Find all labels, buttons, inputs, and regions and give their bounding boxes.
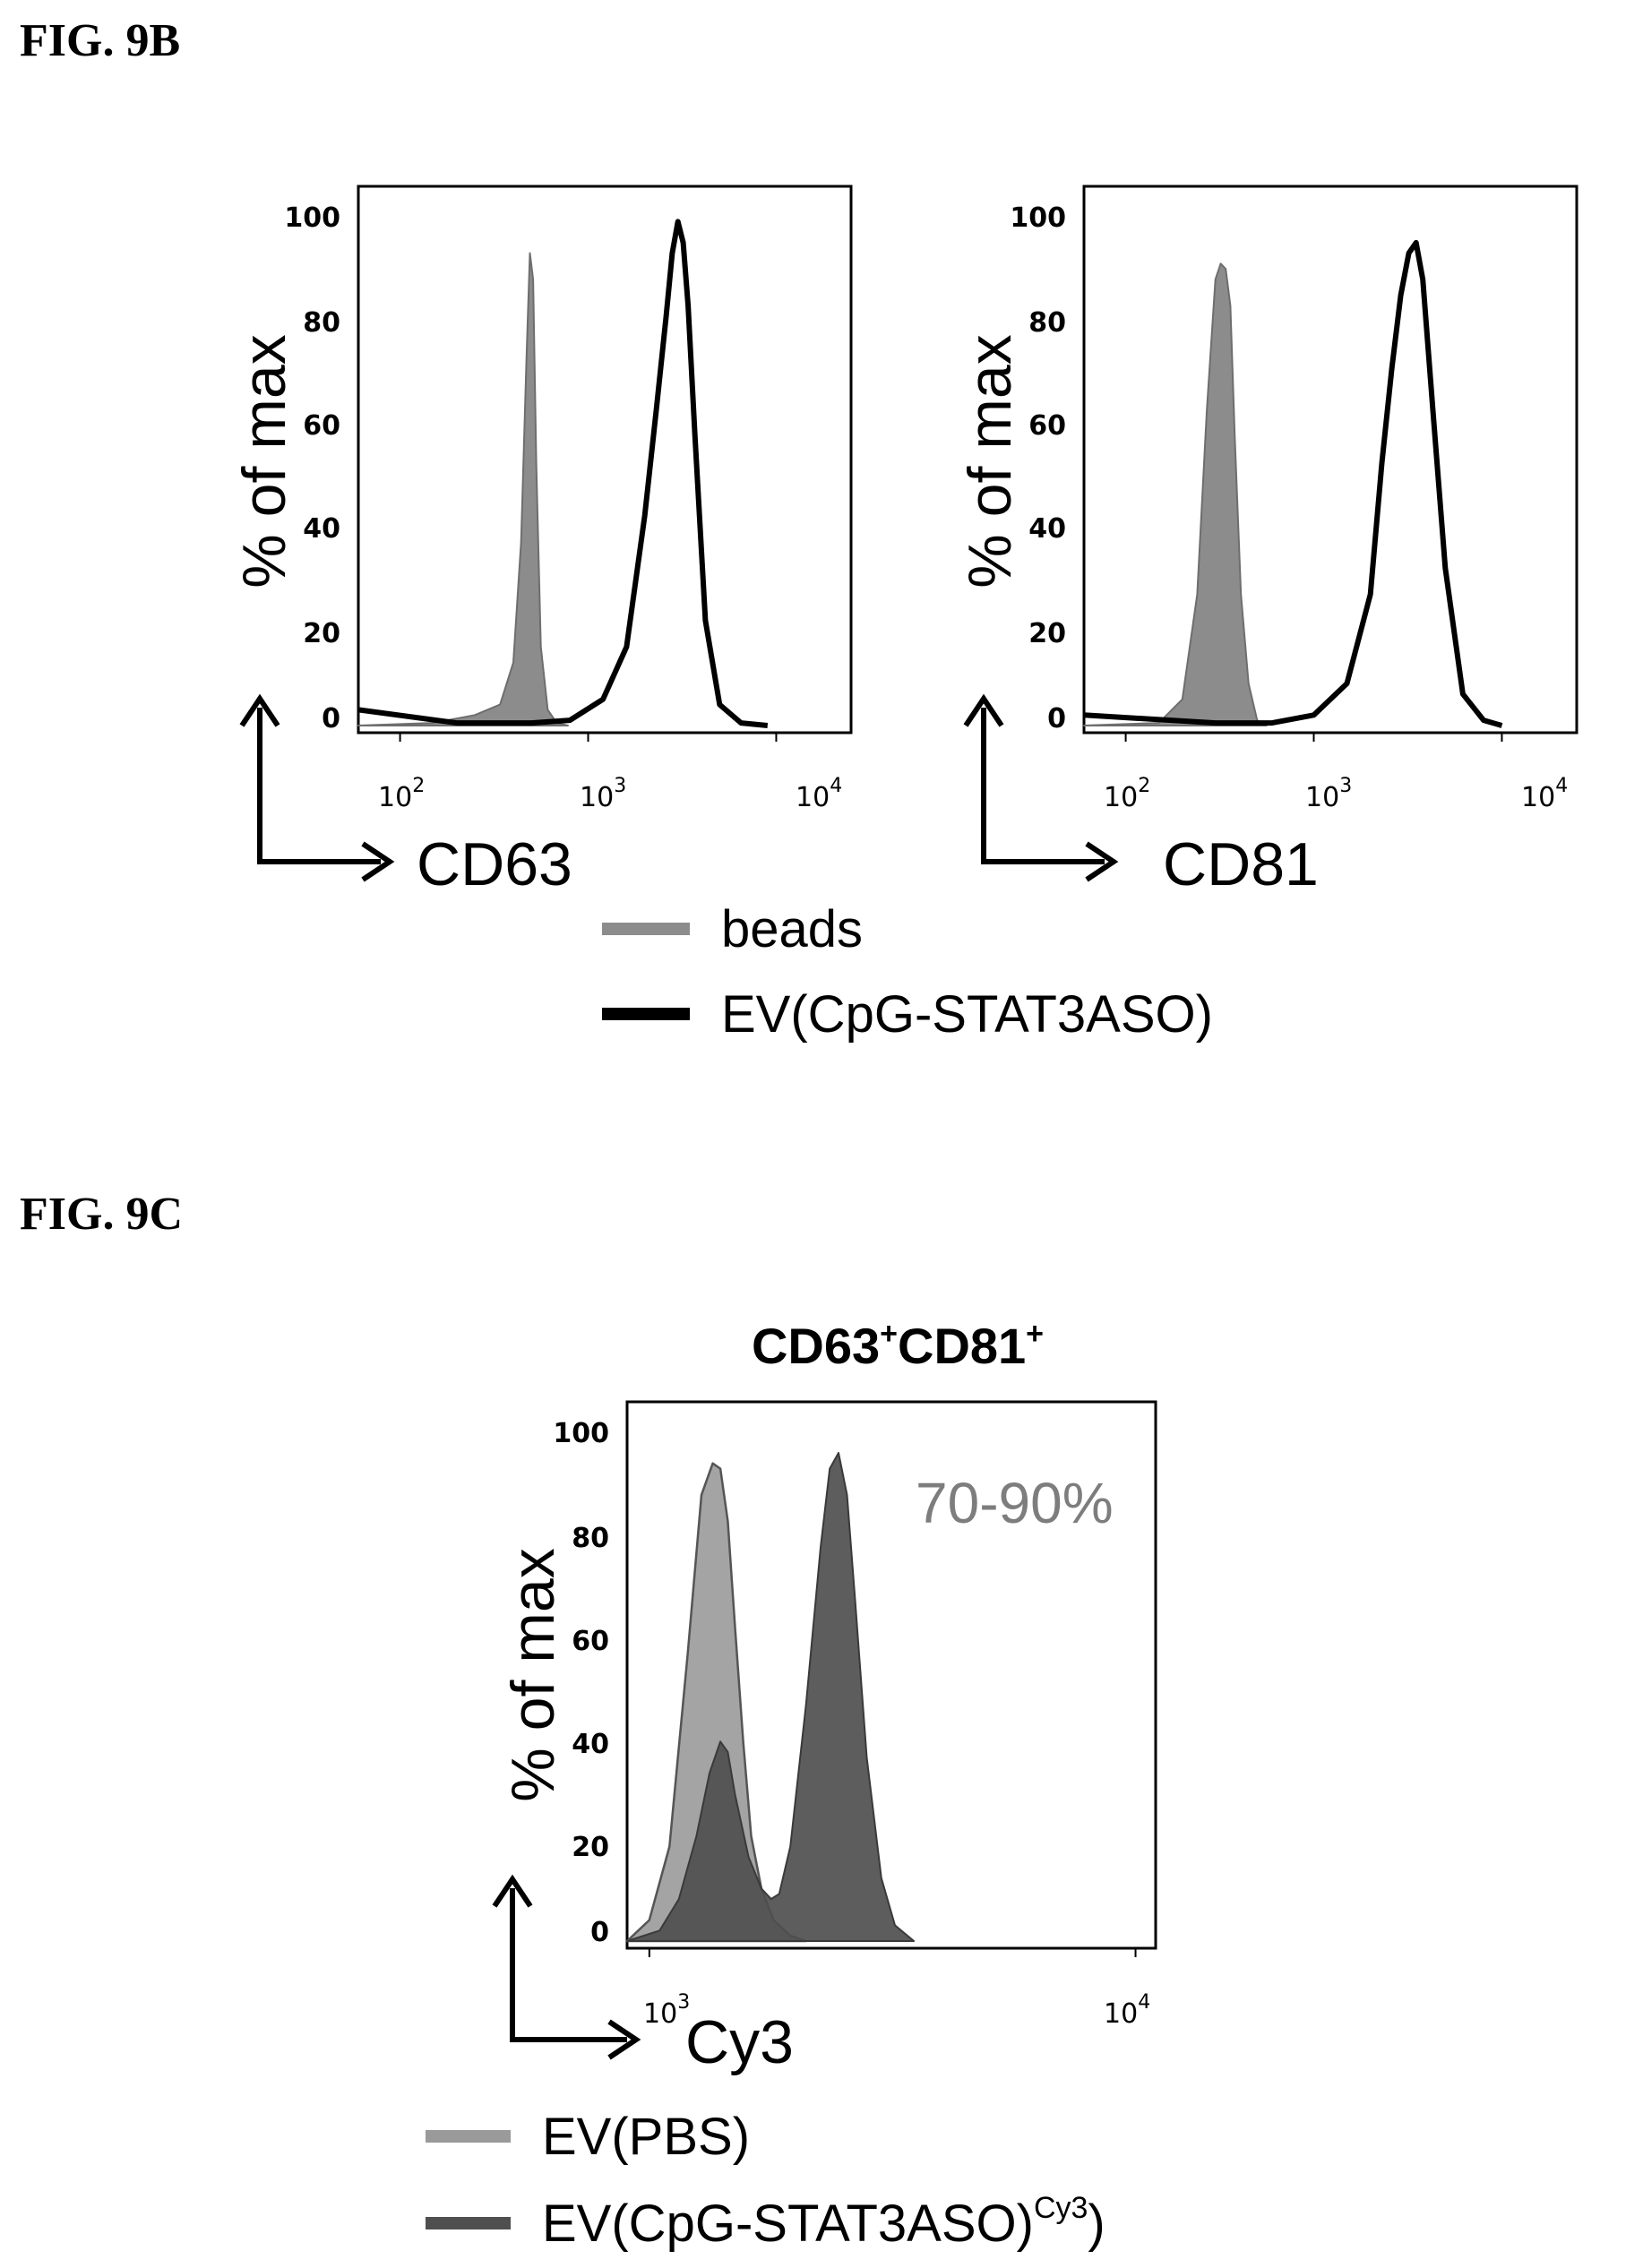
x-axis-label: Cy3 — [685, 2008, 794, 2076]
legend-label-beads: beads — [721, 900, 863, 958]
x-tick-label: 104 — [1521, 775, 1568, 813]
y-tick-label: 40 — [1028, 513, 1066, 545]
panel-cd63: 100 80 60 40 20 0 102 103 104 % of max C… — [230, 185, 853, 898]
y-tick-label: 20 — [1028, 618, 1066, 649]
x-tick-label: 103 — [1305, 775, 1352, 813]
histogram-series-cd63-1 — [357, 219, 769, 728]
x-tick-exp: 4 — [830, 775, 842, 797]
y-tick-label: 80 — [572, 1523, 609, 1554]
y-tick-label: 20 — [303, 618, 340, 649]
plot-frame — [1082, 185, 1578, 735]
y-tick-label: 40 — [572, 1729, 609, 1760]
x-tick-label: 102 — [378, 775, 425, 813]
x-tick-label: 103 — [580, 775, 626, 813]
x-tick-exp: 3 — [614, 775, 626, 797]
panel-title-cy3: CD63+CD81+ — [752, 1317, 1044, 1374]
x-tick-base: 10 — [796, 782, 830, 813]
x-tick-label: 103 — [643, 1991, 690, 2030]
axis-arrow — [963, 693, 1119, 882]
y-tick-label: 0 — [1047, 703, 1066, 735]
y-tick-label: 60 — [1028, 410, 1066, 442]
y-tick-label: 40 — [303, 513, 340, 545]
x-tick-label: 104 — [796, 775, 842, 813]
x-tick-label: 102 — [1104, 775, 1150, 813]
plot-frame — [625, 1400, 1157, 1950]
x-axis-label: CD63 — [417, 830, 572, 898]
histogram-series-cd81-0 — [1083, 262, 1268, 726]
legend-9b: beads EV(CpG-STAT3ASO) — [602, 900, 1213, 1044]
x-tick-base: 10 — [1104, 1998, 1138, 2030]
histogram-series-cd63-0 — [357, 252, 569, 726]
y-tick-label: 60 — [303, 410, 340, 442]
histogram-series-cd81-1 — [1083, 239, 1503, 728]
y-tick-label: 100 — [553, 1418, 609, 1449]
x-tick-base: 10 — [643, 1998, 677, 2030]
y-tick-label: 80 — [1028, 307, 1066, 339]
x-tick-exp: 3 — [1339, 775, 1352, 797]
x-tick-exp: 2 — [412, 775, 425, 797]
x-tick-base: 10 — [580, 782, 614, 813]
histogram-series-cy3-1 — [626, 1452, 916, 1942]
fig-9c-label: FIG. 9C — [20, 1189, 183, 1240]
x-tick-exp: 4 — [1138, 1991, 1150, 2014]
axis-arrow — [239, 693, 395, 882]
panel-cy3: 70-90% 100 80 60 40 20 0 103 104 % of ma… — [492, 1400, 1157, 2076]
y-tick-label: 100 — [1010, 202, 1066, 234]
y-tick-label: 20 — [572, 1832, 609, 1863]
plot-frame — [357, 185, 853, 735]
y-axis-label: % of max — [499, 1548, 567, 1801]
y-tick-label: 0 — [590, 1917, 609, 1948]
legend-label-ev-stat3aso: EV(CpG-STAT3ASO) — [721, 985, 1213, 1044]
x-tick-exp: 2 — [1138, 775, 1150, 797]
y-axis-label: % of max — [230, 334, 298, 588]
legend-label-ev-stat3aso-cy3: EV(CpG-STAT3ASO)Cy3) — [542, 2191, 1105, 2253]
y-tick-label: 80 — [303, 307, 340, 339]
chart-marks-layer — [357, 219, 1503, 1957]
x-tick-base: 10 — [378, 782, 412, 813]
x-tick-exp: 3 — [677, 1991, 690, 2014]
x-tick-base: 10 — [1521, 782, 1555, 813]
y-tick-label: 60 — [572, 1626, 609, 1657]
y-tick-label: 0 — [322, 703, 340, 735]
fig-9b-label: FIG. 9B — [20, 15, 180, 66]
x-axis-label: CD81 — [1163, 830, 1319, 898]
x-tick-exp: 4 — [1555, 775, 1568, 797]
annotation-70-90: 70-90% — [916, 1471, 1114, 1535]
x-tick-base: 10 — [1305, 782, 1339, 813]
x-tick-label: 104 — [1104, 1991, 1150, 2030]
panel-cd81: 100 80 60 40 20 0 102 103 104 % of max C… — [956, 185, 1578, 898]
axis-arrow — [492, 1874, 641, 2060]
y-tick-label: 100 — [284, 202, 340, 234]
x-tick-base: 10 — [1104, 782, 1138, 813]
legend-label-ev-pbs: EV(PBS) — [542, 2108, 750, 2166]
legend-9c: EV(PBS) EV(CpG-STAT3ASO)Cy3) — [426, 2108, 1105, 2253]
y-axis-label: % of max — [956, 334, 1024, 588]
